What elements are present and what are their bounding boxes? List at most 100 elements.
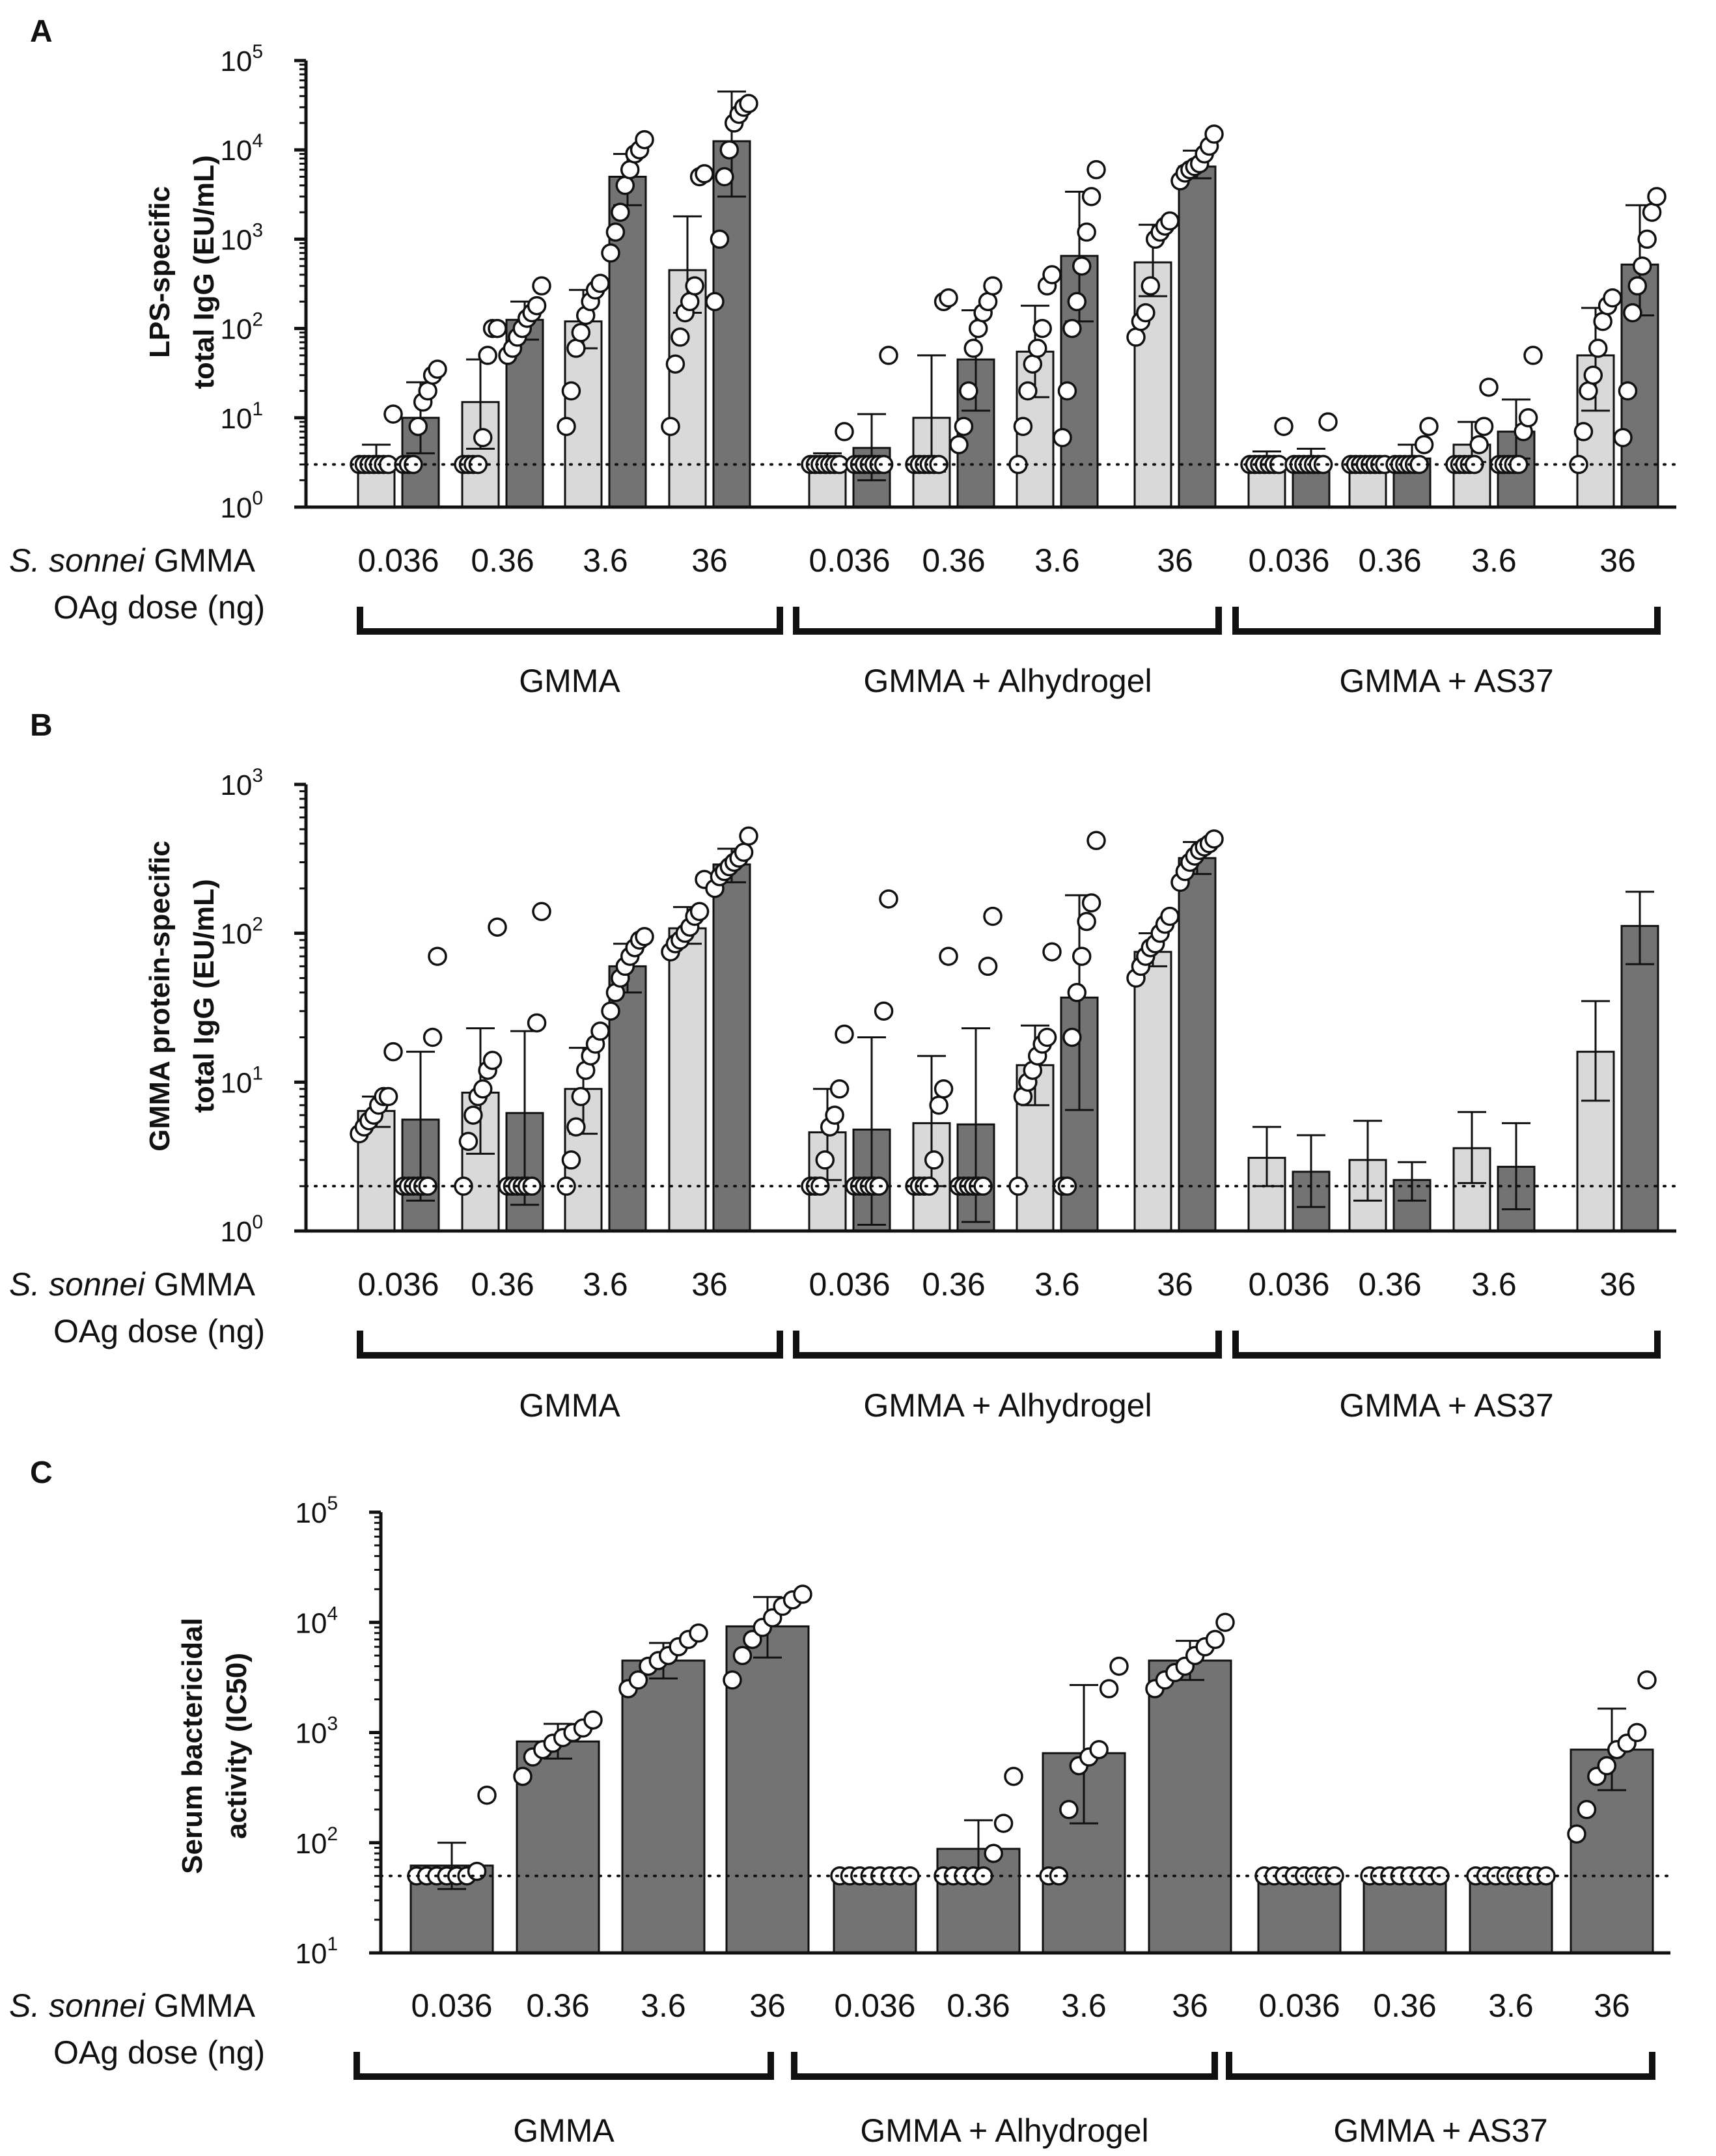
data-point xyxy=(482,1051,503,1070)
data-point xyxy=(1567,1824,1586,1844)
data-point xyxy=(527,1013,547,1033)
y-tick-label-4: 104 xyxy=(220,130,263,167)
category-label: 3.6 xyxy=(1471,542,1517,579)
data-point xyxy=(408,417,428,436)
data-point xyxy=(1081,187,1101,206)
y-tick-label-2: 102 xyxy=(220,914,263,950)
data-point xyxy=(1205,1629,1225,1650)
category-label: 0.036 xyxy=(1258,1987,1340,2024)
data-point xyxy=(571,1086,591,1107)
data-point xyxy=(1313,454,1333,475)
data-point xyxy=(879,889,898,909)
category-label: 36 xyxy=(691,1266,728,1303)
y-tick-label-3: 103 xyxy=(220,765,263,801)
data-point xyxy=(825,1105,844,1125)
group-label: GMMA + AS37 xyxy=(1333,2112,1547,2149)
data-point xyxy=(1518,408,1538,428)
data-point xyxy=(1569,454,1588,475)
data-point xyxy=(1318,412,1338,432)
row-label-dose-c: OAg dose (ng) xyxy=(53,2034,265,2071)
data-point xyxy=(532,902,551,922)
data-point xyxy=(1013,417,1033,436)
data-point xyxy=(605,222,626,242)
data-point xyxy=(874,454,894,475)
data-point xyxy=(689,902,710,922)
data-point xyxy=(583,1710,603,1730)
data-point xyxy=(620,159,640,180)
panel-b: B GMMA protein-specific total IgG (EU/mL… xyxy=(9,708,1678,1424)
bar xyxy=(1178,857,1217,1232)
data-point xyxy=(978,956,998,976)
data-point xyxy=(1141,276,1161,296)
group-label: GMMA + Alhydrogel xyxy=(860,2112,1148,2149)
y-tick-label-1: 102 xyxy=(295,1823,338,1860)
data-point xyxy=(978,292,998,312)
data-point xyxy=(1077,222,1096,242)
data-point xyxy=(1627,1722,1647,1743)
group-label: GMMA + AS37 xyxy=(1339,663,1553,699)
data-point xyxy=(934,1079,954,1099)
category-labels-c: 0.036 0.36 3.6 36 0.036 0.36 3.6 36 0.036 0.36 3.6… xyxy=(411,1987,1629,2024)
data-point xyxy=(874,1001,894,1021)
y-ticks-c: 101 102 103 104 105 xyxy=(295,1493,381,1970)
data-point xyxy=(1204,829,1224,849)
panel-c: C Serum bactericidal activity (IC50) 101… xyxy=(9,1456,1672,2149)
data-point xyxy=(815,1150,835,1170)
data-point xyxy=(418,1176,437,1196)
data-point xyxy=(939,288,958,308)
data-point xyxy=(1072,256,1092,276)
category-label: 0.036 xyxy=(1248,1266,1329,1303)
data-point xyxy=(561,1150,581,1170)
data-point xyxy=(984,1844,1003,1863)
category-label: 36 xyxy=(1599,542,1636,579)
data-point xyxy=(513,1767,533,1786)
data-point xyxy=(1160,211,1180,231)
row-label-dose-b: OAg dose (ng) xyxy=(53,1313,265,1349)
data-point xyxy=(1037,1027,1057,1047)
category-label: 0.36 xyxy=(471,1266,534,1303)
data-point xyxy=(829,1079,850,1099)
data-point xyxy=(1086,831,1106,850)
bar xyxy=(1363,1875,1447,1954)
data-point xyxy=(1136,303,1156,323)
category-label: 3.6 xyxy=(583,1266,628,1303)
data-point xyxy=(1081,893,1101,913)
y-axis-label-c-line2: activity (IC50) xyxy=(221,1653,253,1839)
data-point xyxy=(635,927,654,947)
data-point xyxy=(919,1176,939,1196)
data-point xyxy=(1049,1866,1069,1886)
data-point xyxy=(671,327,690,347)
group-label: GMMA + Alhydrogel xyxy=(863,663,1152,699)
category-label: 36 xyxy=(1172,1987,1208,2024)
data-point xyxy=(467,1861,487,1881)
data-point xyxy=(695,164,714,184)
row-label-strain-a: S. sonnei GMMA xyxy=(9,542,256,579)
data-point xyxy=(835,422,854,441)
panel-a: A LPS-specific total IgG (EU/mL) 1001011… xyxy=(9,14,1678,699)
data-point xyxy=(1086,159,1106,180)
data-point xyxy=(590,273,610,294)
y-tick-label-0: 100 xyxy=(220,488,263,524)
data-point xyxy=(1573,422,1594,441)
bar xyxy=(1133,950,1172,1232)
group-label: GMMA + Alhydrogel xyxy=(863,1387,1152,1424)
data-point xyxy=(1588,339,1608,358)
data-point xyxy=(954,417,974,436)
plot-area-a xyxy=(304,61,1678,509)
group-label: GMMA xyxy=(513,2112,615,2149)
bar xyxy=(1148,1659,1232,1954)
category-label: 0.36 xyxy=(471,542,534,579)
data-point xyxy=(680,292,700,312)
data-point xyxy=(689,1623,708,1643)
bar xyxy=(357,1110,396,1232)
data-point xyxy=(1109,1656,1129,1676)
row-label-strain-c: S. sonnei GMMA xyxy=(9,1987,256,2024)
group-label: GMMA xyxy=(519,1387,620,1424)
category-label: 0.36 xyxy=(1358,1266,1421,1303)
data-point xyxy=(993,1814,1014,1833)
data-point xyxy=(879,346,898,365)
data-point xyxy=(734,842,754,863)
data-point xyxy=(1469,435,1489,454)
data-point xyxy=(561,381,581,401)
